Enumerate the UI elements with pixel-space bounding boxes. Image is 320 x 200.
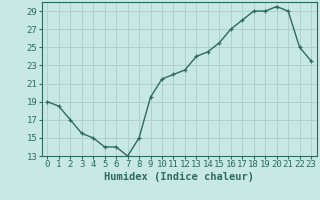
X-axis label: Humidex (Indice chaleur): Humidex (Indice chaleur) (104, 172, 254, 182)
